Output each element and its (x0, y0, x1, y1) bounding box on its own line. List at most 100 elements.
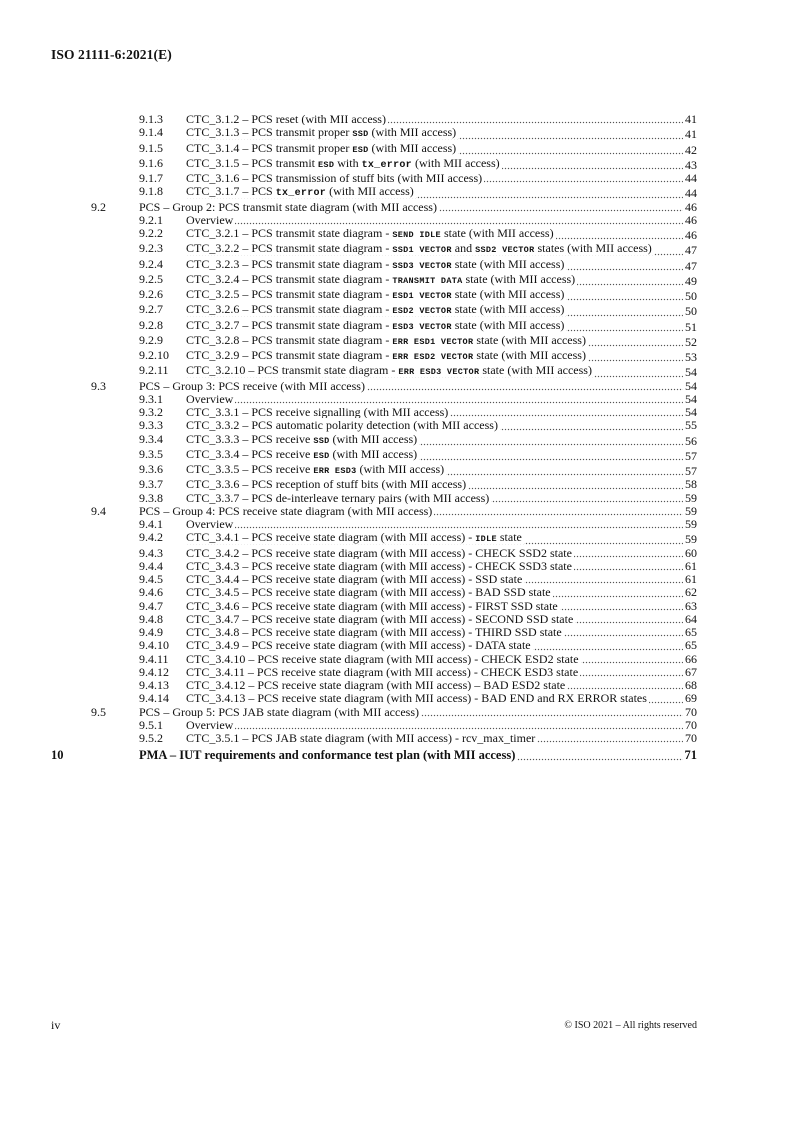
toc-entry-number: 9.4.8 (139, 611, 163, 626)
title-text: PCS – Group 5: PCS JAB state diagram (wi… (139, 704, 419, 719)
title-text: CTC_3.3.3 – PCS receive (186, 431, 314, 446)
toc-entry-title-text: CTC_3.2.6 – PCS transmit state diagram -… (186, 302, 567, 317)
toc-entry[interactable]: 9.2.1 Overview 46 (51, 212, 697, 227)
toc-entry[interactable]: 9.2.4 CTC_3.2.3 – PCS transmit state diag… (51, 256, 697, 273)
toc-entry[interactable]: 9.3.1 Overview 54 (51, 391, 697, 406)
toc-entry[interactable]: 9.4.7 CTC_3.4.6 – PCS receive state diagr… (51, 598, 697, 613)
title-text: (with MII access) (329, 446, 418, 461)
toc-entry[interactable]: 9.2.5 CTC_3.2.4 – PCS transmit state diag… (51, 271, 697, 288)
toc-entry[interactable]: 9.4.9 CTC_3.4.8 – PCS receive state diagr… (51, 625, 697, 640)
toc-entry-title-text: CTC_3.2.10 – PCS transmit state diagram … (186, 363, 594, 378)
toc-entry-page: 42 (683, 142, 697, 157)
toc-entry-page: 66 (683, 651, 697, 666)
toc-entry-title: CTC_3.3.2 – PCS automatic polarity detec… (186, 418, 697, 433)
toc-entry[interactable]: 9.2.9 CTC_3.2.8 – PCS transmit state diag… (51, 332, 697, 349)
code-term: ERR ESD3 (313, 466, 357, 476)
toc-entry-page: 69 (683, 691, 697, 706)
toc-entry-title-text: CTC_3.2.9 – PCS transmit state diagram -… (186, 348, 588, 362)
toc-entry[interactable]: 9.2.3 CTC_3.2.2 – PCS transmit state diag… (51, 241, 697, 258)
toc-entry-title: CTC_3.3.7 – PCS de-interleave ternary pa… (186, 490, 697, 505)
toc-entry[interactable]: 9.4.8 CTC_3.4.7 – PCS receive state diagr… (51, 611, 697, 626)
toc-entry[interactable]: 10 PMA – IUT requirements and conformance… (51, 748, 697, 763)
toc-entry-number: 9.2 (91, 199, 106, 214)
title-text: CTC_3.1.2 – PCS reset (with MII access) (186, 112, 386, 126)
title-text: CTC_3.3.2 – PCS automatic polarity detec… (186, 418, 498, 433)
toc-entry[interactable]: 9.4.3 CTC_3.4.2 – PCS receive state diagr… (51, 545, 697, 560)
title-text: CTC_3.4.6 – PCS receive state diagram (w… (186, 598, 558, 613)
toc-entry[interactable]: 9.3.8 CTC_3.3.7 – PCS de-interleave terna… (51, 490, 697, 505)
toc-entry[interactable]: 9.3.2 CTC_3.3.1 – PCS receive signalling … (51, 405, 697, 420)
toc-entry[interactable]: 9.1.3 CTC_3.1.2 – PCS reset (with MII acc… (51, 112, 697, 127)
toc-entry[interactable]: 9.1.4 CTC_3.1.3 – PCS transmit proper SSD… (51, 125, 697, 142)
toc-entry[interactable]: 9.4.2 CTC_3.4.1 – PCS receive state diagr… (51, 530, 697, 547)
toc-entry-title-text: CTC_3.2.2 – PCS transmit state diagram -… (186, 241, 654, 256)
toc-entry[interactable]: 9.2.2 CTC_3.2.1 – PCS transmit state diag… (51, 226, 697, 243)
toc-entry[interactable]: 9.1.8 CTC_3.1.7 – PCS tx_error (with MII … (51, 184, 697, 201)
toc-entry[interactable]: 9.5.1 Overview 70 (51, 717, 697, 732)
toc-entry[interactable]: 9.5 PCS – Group 5: PCS JAB state diagram … (51, 704, 697, 719)
toc-entry[interactable]: 9.3.5 CTC_3.3.4 – PCS receive ESD (with M… (51, 446, 697, 463)
title-text: state (with MII access) (451, 302, 565, 317)
toc-entry-title-text: CTC_3.4.12 – PCS receive state diagram (… (186, 678, 568, 692)
toc-entry-page: 71 (682, 748, 697, 763)
toc-entry-number: 9.4.3 (139, 545, 163, 560)
toc-entry[interactable]: 9.1.6 CTC_3.1.5 – PCS transmit ESD with t… (51, 155, 697, 172)
toc-entry[interactable]: 9.4.12 CTC_3.4.11 – PCS receive state dia… (51, 664, 697, 679)
toc-entry-title-text: CTC_3.2.1 – PCS transmit state diagram -… (186, 226, 556, 240)
title-text: Overview (186, 717, 234, 732)
toc-entry-title-text: CTC_3.4.6 – PCS receive state diagram (w… (186, 598, 560, 613)
toc-entry[interactable]: 9.3.3 CTC_3.3.2 – PCS automatic polarity … (51, 418, 697, 433)
toc-entry-title: CTC_3.2.4 – PCS transmit state diagram -… (186, 271, 697, 288)
toc-entry-title: CTC_3.3.6 – PCS reception of stuff bits … (186, 477, 697, 492)
toc-entry-page: 54 (683, 405, 697, 420)
toc-entry[interactable]: 9.3.6 CTC_3.3.5 – PCS receive ERR ESD3 (w… (51, 462, 697, 479)
toc-entry[interactable]: 9.2.6 CTC_3.2.5 – PCS transmit state diag… (51, 287, 697, 304)
toc-entry[interactable]: 9.2.7 CTC_3.2.6 – PCS transmit state diag… (51, 302, 697, 319)
toc-entry-number: 9.4.12 (139, 664, 169, 679)
toc-entry-page: 50 (683, 304, 697, 319)
toc-entry[interactable]: 9.4.4 CTC_3.4.3 – PCS receive state diagr… (51, 558, 697, 573)
toc-entry-page: 64 (683, 611, 697, 626)
toc-entry-title-text: CTC_3.2.5 – PCS transmit state diagram -… (186, 287, 567, 301)
toc-entry[interactable]: 9.4.10 CTC_3.4.9 – PCS receive state diag… (51, 638, 697, 653)
toc-entry-title: CTC_3.1.3 – PCS transmit proper SSD (wit… (186, 125, 697, 142)
title-text: CTC_3.1.4 – PCS transmit proper (186, 140, 353, 155)
toc-entry[interactable]: 9.2.8 CTC_3.2.7 – PCS transmit state diag… (51, 317, 697, 334)
toc-entry-title: CTC_3.4.8 – PCS receive state diagram (w… (186, 625, 697, 640)
toc-entry[interactable]: 9.4.13 CTC_3.4.12 – PCS receive state dia… (51, 678, 697, 693)
toc-entry-page: 68 (683, 678, 697, 693)
toc-entry-page: 51 (683, 319, 697, 334)
toc-entry[interactable]: 9.4.11 CTC_3.4.10 – PCS receive state dia… (51, 651, 697, 666)
toc-entry[interactable]: 9.3.4 CTC_3.3.3 – PCS receive SSD (with M… (51, 431, 697, 448)
toc-entry-number: 9.4.14 (139, 691, 169, 706)
toc-entry[interactable]: 9.3.7 CTC_3.3.6 – PCS reception of stuff … (51, 477, 697, 492)
toc-entry[interactable]: 9.4.1 Overview 59 (51, 517, 697, 532)
toc-entry[interactable]: 9.2 PCS – Group 2: PCS transmit state dia… (51, 199, 697, 214)
toc-entry-title: CTC_3.4.2 – PCS receive state diagram (w… (186, 545, 697, 560)
title-text: PCS – Group 3: PCS receive (with MII acc… (139, 378, 365, 393)
title-text: CTC_3.2.7 – PCS transmit state diagram - (186, 317, 393, 332)
toc-entry-title: Overview (186, 391, 697, 406)
toc-entry[interactable]: 9.5.2 CTC_3.5.1 – PCS JAB state diagram (… (51, 731, 697, 746)
toc-entry-title: CTC_3.1.7 – PCS tx_error (with MII acces… (186, 184, 697, 201)
toc-entry[interactable]: 9.4 PCS – Group 4: PCS receive state diag… (51, 503, 697, 518)
toc-entry-page: 52 (683, 334, 697, 349)
toc-entry-title-text: CTC_3.3.6 – PCS reception of stuff bits … (186, 477, 469, 492)
toc-entry[interactable]: 9.2.11 CTC_3.2.10 – PCS transmit state di… (51, 363, 697, 380)
code-term: SSD1 VECTOR (392, 245, 452, 256)
toc-entry[interactable]: 9.4.14 CTC_3.4.13 – PCS receive state dia… (51, 691, 697, 706)
toc-entry[interactable]: 9.1.7 CTC_3.1.6 – PCS transmission of stu… (51, 171, 697, 186)
toc-entry[interactable]: 9.2.10 CTC_3.2.9 – PCS transmit state dia… (51, 348, 697, 365)
toc-entry-number: 9.4.9 (139, 625, 163, 639)
toc-entry-title: CTC_3.3.4 – PCS receive ESD (with MII ac… (186, 446, 697, 463)
toc-entry[interactable]: 9.1.5 CTC_3.1.4 – PCS transmit proper ESD… (51, 140, 697, 157)
toc-entry-title-text: PCS – Group 4: PCS receive state diagram… (139, 503, 435, 518)
title-text: CTC_3.4.10 – PCS receive state diagram (… (186, 651, 579, 666)
code-term: ESD (318, 159, 335, 170)
toc-entry[interactable]: 9.4.5 CTC_3.4.4 – PCS receive state diagr… (51, 572, 697, 587)
title-text: CTC_3.1.3 – PCS transmit proper (186, 125, 353, 140)
code-term: TRANSMIT DATA (392, 275, 463, 286)
toc-entry[interactable]: 9.4.6 CTC_3.4.5 – PCS receive state diagr… (51, 585, 697, 600)
code-term: ESD (313, 450, 330, 461)
toc-entry[interactable]: 9.3 PCS – Group 3: PCS receive (with MII … (51, 378, 697, 393)
